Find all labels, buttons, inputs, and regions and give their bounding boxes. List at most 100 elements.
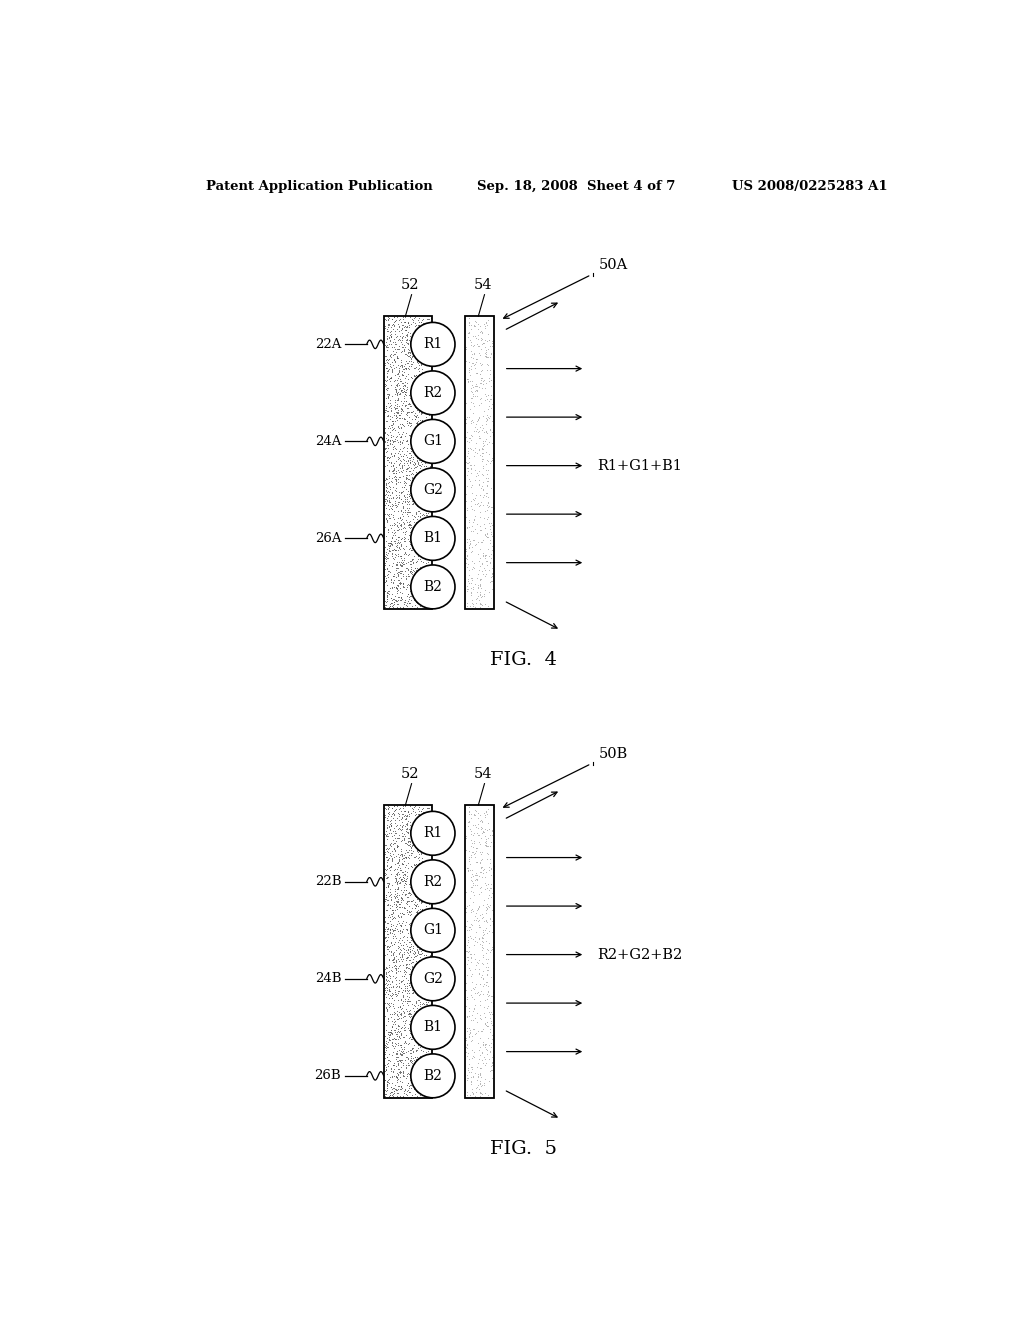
Point (461, 528, 477, 549)
Point (394, 822, 411, 843)
Point (474, 445, 490, 466)
Point (409, 1053, 425, 1074)
Point (388, 891, 404, 912)
Point (387, 1078, 403, 1100)
Point (416, 576, 432, 597)
Point (397, 813, 414, 834)
Point (386, 1077, 402, 1098)
Point (461, 537, 477, 558)
Point (412, 832, 428, 853)
Point (419, 479, 435, 500)
Point (416, 936, 432, 957)
Point (401, 525, 418, 546)
Point (389, 1001, 406, 1022)
Point (394, 937, 411, 958)
Point (379, 993, 395, 1014)
Point (392, 483, 409, 504)
Point (404, 535, 421, 556)
Point (391, 554, 408, 576)
Point (390, 525, 407, 546)
Point (482, 533, 499, 554)
Point (413, 388, 429, 409)
Point (463, 880, 479, 902)
Point (476, 858, 493, 879)
Point (394, 946, 411, 968)
Point (378, 483, 394, 504)
Point (392, 840, 409, 861)
Point (423, 359, 439, 380)
Point (465, 978, 481, 999)
Point (379, 589, 395, 610)
Point (462, 470, 478, 491)
Point (388, 404, 404, 425)
Point (417, 830, 433, 851)
Point (420, 550, 436, 572)
Point (389, 1005, 406, 1026)
Point (382, 857, 398, 878)
Point (475, 821, 492, 842)
Point (384, 407, 400, 428)
Point (398, 376, 415, 397)
Point (397, 956, 414, 977)
Point (420, 341, 436, 362)
Point (484, 821, 501, 842)
Point (411, 488, 427, 510)
Point (386, 1012, 402, 1034)
Point (379, 546, 395, 568)
Point (388, 873, 404, 894)
Point (412, 939, 428, 960)
Point (401, 1026, 418, 1047)
Point (402, 946, 419, 968)
Point (464, 972, 480, 993)
Point (459, 1034, 475, 1055)
Point (384, 1023, 400, 1044)
Point (383, 888, 399, 909)
Point (389, 834, 406, 855)
Point (421, 968, 437, 989)
Point (381, 956, 397, 977)
Point (389, 318, 406, 339)
Point (395, 1027, 412, 1048)
Point (400, 558, 417, 579)
Point (391, 1027, 408, 1048)
Point (468, 817, 484, 838)
Point (383, 337, 399, 358)
Point (418, 478, 434, 499)
Point (399, 981, 416, 1002)
Point (393, 400, 410, 421)
Point (397, 317, 414, 338)
Point (387, 828, 403, 849)
Point (422, 326, 438, 347)
Point (396, 824, 413, 845)
Point (390, 1026, 407, 1047)
Point (404, 1038, 421, 1059)
Point (380, 519, 396, 540)
Point (482, 572, 499, 593)
Point (393, 391, 410, 412)
Point (422, 455, 438, 477)
Point (387, 590, 403, 611)
Point (462, 1020, 478, 1041)
Point (387, 389, 403, 411)
Point (392, 859, 409, 880)
Point (380, 583, 396, 605)
Point (415, 1019, 431, 1040)
Point (477, 430, 494, 451)
Point (389, 1044, 406, 1065)
Point (409, 859, 425, 880)
Point (471, 1073, 487, 1094)
Point (462, 925, 478, 946)
Point (465, 520, 481, 541)
Point (397, 919, 414, 940)
Point (467, 574, 483, 595)
Point (412, 325, 428, 346)
Point (411, 330, 427, 351)
Point (396, 832, 413, 853)
Point (418, 1030, 434, 1051)
Point (413, 865, 429, 886)
Point (391, 507, 408, 528)
Point (460, 407, 476, 428)
Point (417, 941, 433, 962)
Point (379, 907, 395, 928)
Point (409, 350, 425, 371)
